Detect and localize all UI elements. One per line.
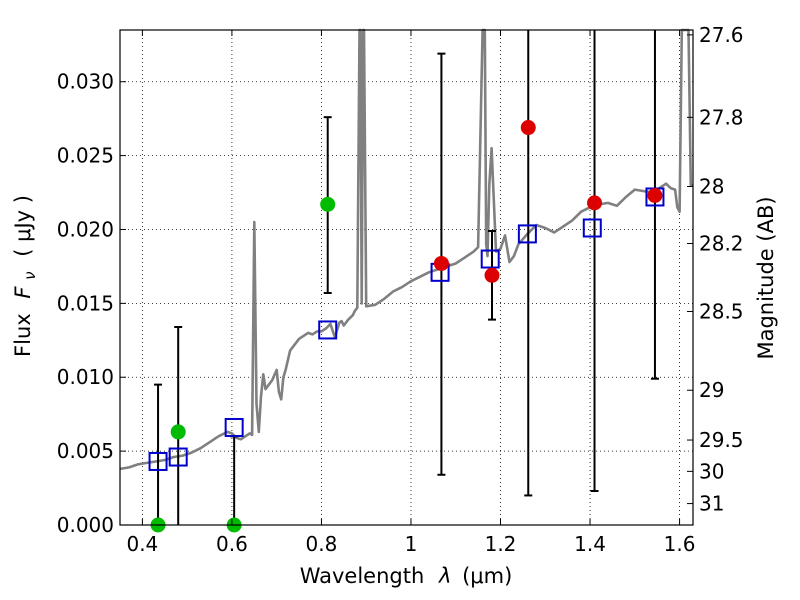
spectrum-line — [119, 28, 693, 471]
y-axis-label-unit: ( μJy ) — [11, 195, 35, 257]
x-tick-label: 1.4 — [574, 532, 606, 556]
spectrum-layer — [119, 28, 693, 471]
green-point — [170, 424, 186, 440]
y-tick-label: 0.015 — [57, 291, 114, 315]
right-axis-label: Magnitude (AB) — [754, 196, 778, 359]
x-tick-label: 1 — [405, 532, 418, 556]
mag-tick-label: 28.2 — [699, 232, 744, 256]
mag-tick-label: 29.5 — [699, 428, 744, 452]
model-square — [517, 224, 537, 244]
model-square — [224, 417, 244, 437]
red-point — [520, 120, 536, 136]
y-tick-label: 0.025 — [57, 144, 114, 168]
model-photometry-squares — [148, 187, 665, 471]
mag-tick-label: 30 — [699, 459, 724, 483]
y-tick-label: 0.000 — [57, 513, 114, 537]
x-axis-label-text: Wavelength — [300, 564, 425, 588]
mag-tick-label: 27.8 — [699, 105, 744, 129]
plot-frame — [119, 29, 694, 526]
axis-ticks: 0.4 0.6 0.8 1 1.2 1.4 1.6 0.000 0.005 0.010 0.015 0… — [57, 23, 744, 556]
x-tick-label: 0.8 — [306, 532, 338, 556]
x-axis-label-unit: (μm) — [462, 564, 512, 588]
red-point — [484, 267, 500, 283]
mag-tick-label: 28.5 — [699, 299, 744, 323]
y-tick-label: 0.010 — [57, 365, 114, 389]
mag-tick-label: 28 — [699, 174, 724, 198]
model-square — [148, 451, 168, 471]
model-square — [168, 447, 188, 467]
y-axis-label-symbol: F — [11, 286, 35, 299]
error-bars — [154, 30, 659, 525]
x-axis-label: Wavelength λ (μm) — [300, 564, 513, 588]
red-point — [433, 255, 449, 271]
model-square — [318, 320, 338, 340]
y-tick-label: 0.005 — [57, 439, 114, 463]
x-tick-label: 1.2 — [485, 532, 517, 556]
x-tick-label: 1.6 — [664, 532, 696, 556]
x-tick-label: 0.6 — [216, 532, 248, 556]
y-tick-label: 0.030 — [57, 70, 114, 94]
red-point — [647, 187, 663, 203]
model-square — [480, 249, 500, 269]
green-point — [320, 196, 336, 212]
x-axis-label-symbol: λ — [438, 564, 451, 588]
y-axis-label-text: Flux — [11, 313, 35, 357]
red-point — [587, 195, 603, 211]
y-axis-label: Flux F ν ( μJy ) — [11, 195, 40, 357]
y-axis-label-subscript: ν — [21, 271, 39, 279]
x-tick-label: 0.4 — [126, 532, 158, 556]
grid-lines — [120, 30, 693, 526]
y-tick-label: 0.020 — [57, 217, 114, 241]
mag-tick-label: 29 — [699, 378, 724, 402]
observed-points — [150, 120, 663, 533]
model-square — [582, 218, 602, 238]
mag-tick-label: 31 — [699, 492, 724, 516]
mag-tick-label: 27.6 — [699, 23, 744, 47]
